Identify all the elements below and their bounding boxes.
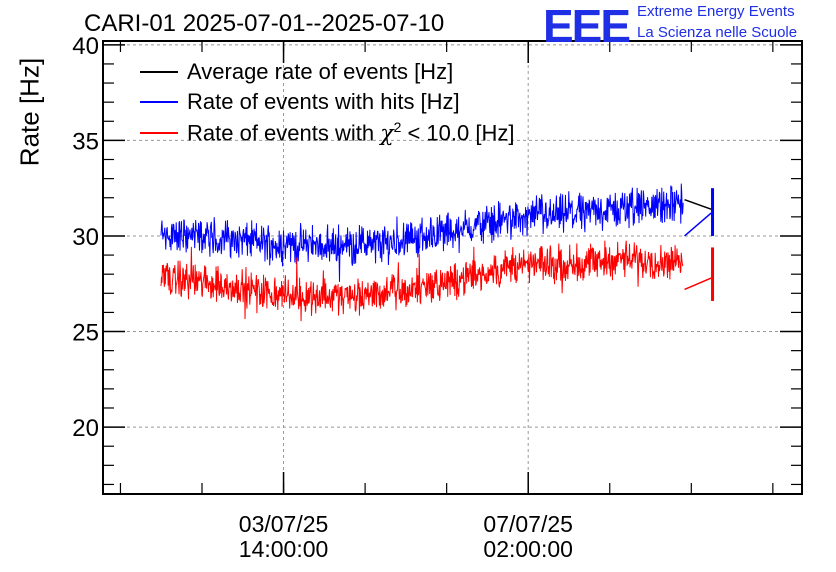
axis-ticks [103, 41, 802, 494]
legend-label-average: Average rate of events [Hz] [187, 59, 454, 84]
y-axis-label: Rate [Hz] [14, 57, 45, 167]
legend-chi-symbol: χ [380, 121, 394, 147]
legend-item-chi2: Rate of events with χ2 < 10.0 [Hz] [140, 119, 514, 147]
legend-item-average: Average rate of events [Hz] [140, 58, 453, 86]
y-tick-label: 25 [72, 320, 99, 347]
series-line-chi2 [160, 240, 684, 322]
x-tick-label-time: 14:00:00 [239, 536, 329, 562]
legend-chi2-prefix: Rate of events with [187, 120, 381, 146]
legend-chi2-suffix: < 10.0 [Hz] [401, 120, 515, 146]
legend-line-hits [140, 101, 178, 103]
y-tick-label: 40 [72, 33, 99, 60]
logo-line-1: Extreme Energy Events [637, 3, 795, 20]
y-tick-label: 20 [72, 415, 99, 442]
series-gap-segment [684, 212, 712, 237]
legend-chi-superscript: 2 [393, 119, 402, 136]
series-gap-segment [684, 277, 712, 291]
eee-logo-mark: EEE [543, 0, 631, 52]
series-layer [160, 183, 715, 322]
plot-frame [102, 40, 803, 495]
chart-title: CARI-01 2025-07-01--2025-07-10 [84, 10, 445, 37]
logo-line-2: La Scienza nelle Scuole [637, 24, 798, 41]
x-tick-label-date: 03/07/25 [239, 511, 329, 537]
legend-line-chi2 [140, 132, 178, 134]
y-tick-label: 35 [72, 128, 99, 155]
x-tick-label-date: 07/07/25 [483, 511, 573, 537]
y-tick-label: 30 [72, 224, 99, 251]
series-line-hits [160, 183, 684, 282]
x-tick-label-time: 02:00:00 [483, 536, 573, 562]
legend-line-average [140, 71, 178, 73]
legend-label-hits: Rate of events with hits [Hz] [187, 89, 460, 114]
series-line-average [684, 198, 712, 210]
y-tick-labels: 20 25 30 35 40 [72, 33, 99, 442]
legend-label-chi2: Rate of events with χ2 < 10.0 [Hz] [187, 119, 514, 146]
legend-item-hits: Rate of events with hits [Hz] [140, 88, 460, 116]
